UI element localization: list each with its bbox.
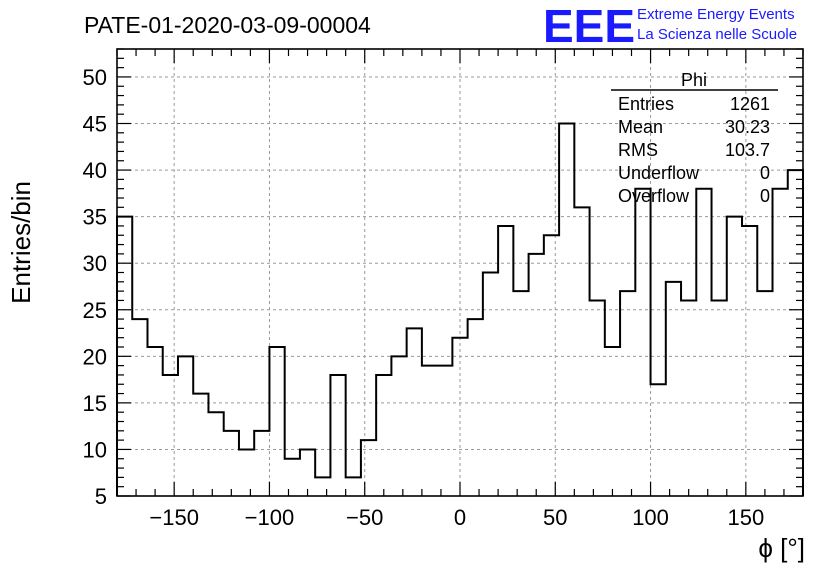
histogram-bin xyxy=(498,226,513,496)
histogram-bin xyxy=(727,217,742,496)
histogram-bin xyxy=(742,226,757,496)
histogram-bin xyxy=(193,394,208,496)
y-tick-label: 40 xyxy=(83,158,107,183)
stats-box-name: Phi xyxy=(681,70,707,90)
histogram-bin xyxy=(285,459,300,496)
histogram-bin xyxy=(132,319,147,496)
histogram-bin xyxy=(544,235,559,496)
histogram-bin xyxy=(178,356,193,496)
histogram-bin xyxy=(254,431,269,496)
histogram-bin xyxy=(163,375,178,496)
histogram-bin xyxy=(315,477,330,496)
x-tick-label: 150 xyxy=(727,505,764,530)
stats-row-value: 0 xyxy=(760,163,770,183)
axis-ticks: −150 −100 −50 0 50 100 150 5 10 15 20 25 30 35 40 45 50 xyxy=(83,48,804,530)
x-axis-label: ϕ [°] xyxy=(758,533,805,563)
histogram-bin xyxy=(239,449,254,496)
histogram-bin xyxy=(208,412,223,496)
x-tick-label: −50 xyxy=(346,505,383,530)
eee-logo: EEE xyxy=(543,0,635,52)
histogram-bin xyxy=(269,347,284,496)
stats-row-label: Entries xyxy=(618,94,674,114)
stats-row-value: 30.23 xyxy=(725,117,770,137)
histogram-bin xyxy=(391,356,406,496)
histogram-bin xyxy=(757,291,772,496)
y-tick-label: 45 xyxy=(83,112,107,137)
histogram-bin xyxy=(681,300,696,496)
histogram-bin xyxy=(361,440,376,496)
y-tick-label: 30 xyxy=(83,251,107,276)
chart-title: PATE-01-2020-03-09-00004 xyxy=(84,12,371,38)
stats-row-label: Overflow xyxy=(618,186,690,206)
x-tick-label: 50 xyxy=(543,505,567,530)
x-tick-label: −150 xyxy=(149,505,199,530)
histogram-bin xyxy=(788,170,803,496)
stats-row-value: 103.7 xyxy=(725,140,770,160)
histogram-bin xyxy=(574,207,589,496)
histogram-bin xyxy=(346,477,361,496)
histogram-bin xyxy=(605,347,620,496)
histogram-bin xyxy=(147,347,162,496)
histogram-bin xyxy=(773,189,788,496)
logo-line-1: Extreme Energy Events xyxy=(637,6,795,23)
histogram-bin xyxy=(407,328,422,496)
y-tick-label: 10 xyxy=(83,437,107,462)
histogram-bin xyxy=(330,375,345,496)
stats-row-label: RMS xyxy=(618,140,658,160)
histogram-bin xyxy=(666,282,681,496)
histogram-bin xyxy=(559,124,574,497)
histogram-bin xyxy=(437,366,452,496)
histogram-bin xyxy=(224,431,239,496)
histogram-bin xyxy=(422,366,437,496)
histogram-bin xyxy=(590,300,605,496)
y-tick-label: 5 xyxy=(95,484,107,509)
histogram-series xyxy=(116,122,804,497)
y-tick-label: 35 xyxy=(83,205,107,230)
stats-row-label: Mean xyxy=(618,117,663,137)
y-tick-label: 15 xyxy=(83,391,107,416)
x-tick-label: −100 xyxy=(245,505,295,530)
y-axis-label: Entries/bin xyxy=(6,181,36,304)
histogram-bin xyxy=(635,189,650,496)
histogram-bin xyxy=(452,338,467,496)
histogram-bin xyxy=(529,254,544,496)
histogram-bin xyxy=(696,189,711,496)
histogram-bin xyxy=(468,319,483,496)
histogram-bin xyxy=(620,291,635,496)
stats-row-value: 1261 xyxy=(730,94,770,114)
stats-row-value: 0 xyxy=(760,186,770,206)
stats-box-rows: Entries 1261 Mean 30.23 RMS 103.7 Underflow 0 Ov… xyxy=(618,94,770,206)
y-tick-label: 20 xyxy=(83,344,107,369)
histogram-bin xyxy=(712,300,727,496)
histogram-outline xyxy=(116,122,804,496)
stats-box: Phi Entries 1261 Mean 30.23 RMS 103.7 Underflo… xyxy=(611,70,778,206)
stats-row-label: Underflow xyxy=(618,163,700,183)
histogram-bin xyxy=(651,384,666,496)
x-tick-label: 100 xyxy=(632,505,669,530)
y-tick-label: 50 xyxy=(83,65,107,90)
histogram-bin xyxy=(376,375,391,496)
y-tick-label: 25 xyxy=(83,298,107,323)
logo-line-2: La Scienza nelle Scuole xyxy=(637,26,797,43)
histogram-bin xyxy=(513,291,528,496)
x-tick-label: 0 xyxy=(454,505,466,530)
histogram-bin xyxy=(483,273,498,497)
